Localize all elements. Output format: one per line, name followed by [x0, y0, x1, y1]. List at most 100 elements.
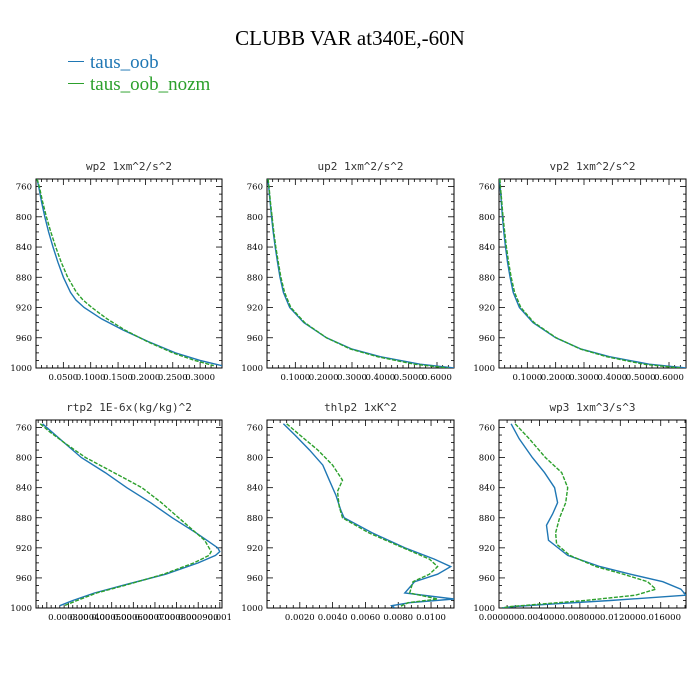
series-line-taus-oob-nozm	[499, 179, 681, 368]
x-tick-label: 0.000300	[48, 613, 89, 623]
legend-label: taus_oob	[90, 52, 159, 73]
y-tick-label: 880	[247, 514, 263, 524]
x-tick-label: 0.004000	[519, 613, 560, 623]
y-tick-label: 920	[247, 304, 263, 314]
x-tick-label: 0.0080	[383, 613, 413, 623]
y-tick-label: 840	[247, 484, 263, 494]
panel-title: up2 1xm^2/s^2	[317, 160, 403, 173]
y-tick-label: 960	[247, 334, 263, 344]
x-tick-label: 0.2000	[541, 373, 571, 383]
x-tick-label: 0.0060	[351, 613, 381, 623]
x-tick-label: 0.000900	[178, 613, 219, 623]
y-tick-label: 840	[479, 243, 495, 253]
y-tick-label: 960	[16, 574, 32, 584]
y-tick-label: 800	[479, 213, 495, 223]
y-tick-label: 920	[479, 304, 495, 314]
panel-title: thlp2 1xK^2	[324, 401, 397, 414]
legend-entry-taus-oob-nozm: taus_oob_nozm	[68, 74, 210, 96]
x-tick-label: 0.3000	[337, 373, 367, 383]
y-tick-label: 960	[247, 574, 263, 584]
x-tick-label: 0.5000	[626, 373, 656, 383]
y-tick-label: 1000	[241, 604, 263, 614]
y-tick-label: 1000	[473, 364, 495, 374]
y-tick-label: 960	[479, 574, 495, 584]
series-line-taus-oob-nozm	[36, 179, 214, 367]
y-tick-label: 760	[247, 183, 263, 193]
x-tick-label: 0.1500	[103, 373, 133, 383]
plot-frame	[266, 178, 455, 369]
series-line-taus-oob	[499, 179, 686, 368]
y-tick-label: 840	[16, 243, 32, 253]
x-tick-label: 0.5000	[394, 373, 424, 383]
series-line-taus-oob-nozm	[39, 423, 213, 607]
legend-swatch	[68, 61, 84, 63]
x-tick-label: 0.4000	[365, 373, 395, 383]
x-tick-label: 0.6000	[422, 373, 452, 383]
plot-frame	[498, 178, 687, 369]
plot-frame	[35, 178, 223, 369]
y-tick-label: 880	[479, 514, 495, 524]
y-tick-label: 800	[247, 213, 263, 223]
y-tick-label: 760	[479, 183, 495, 193]
x-tick-label: 0.000700	[135, 613, 176, 623]
x-tick-label: 0.4000	[597, 373, 627, 383]
panel-6: wp3 1xm^3/s^3 760 800 840 880 920 960 10000.000…	[473, 401, 687, 623]
x-tick-label: 0.2000	[131, 373, 161, 383]
x-tick-label: 0.6000	[654, 373, 684, 383]
y-tick-label: 760	[16, 183, 32, 193]
y-tick-label: 920	[16, 304, 32, 314]
x-tick-label: 0.0040	[318, 613, 348, 623]
series-line-taus-oob-nozm	[501, 423, 658, 608]
plot-frame	[35, 419, 223, 609]
y-tick-label: 960	[479, 334, 495, 344]
y-tick-label: 800	[247, 454, 263, 464]
legend-label: taus_oob_nozm	[90, 74, 211, 95]
main-title: CLUBB VAR at340E,-60N	[235, 26, 465, 50]
y-tick-label: 760	[16, 424, 32, 434]
legend-entry-taus-oob: taus_oob	[68, 52, 159, 74]
legend-swatch	[68, 83, 84, 85]
plot-frame	[498, 419, 687, 609]
y-tick-label: 1000	[10, 364, 32, 374]
x-tick-label: 0.1000	[512, 373, 542, 383]
y-tick-label: 920	[247, 544, 263, 554]
y-tick-label: 800	[479, 454, 495, 464]
panel-4: rtp2 1E-6x(kg/kg)^2 760 800 840 880 920 960 100…	[10, 401, 232, 623]
panel-title: wp2 1xm^2/s^2	[86, 160, 172, 173]
y-tick-label: 1000	[10, 604, 32, 614]
x-tick-label: 0.000800	[156, 613, 197, 623]
y-tick-label: 760	[247, 424, 263, 434]
y-tick-label: 880	[16, 273, 32, 283]
y-tick-label: 920	[479, 544, 495, 554]
panel-title: wp3 1xm^3/s^3	[549, 401, 635, 414]
y-tick-label: 880	[16, 514, 32, 524]
x-tick-label: 0.008000	[560, 613, 601, 623]
plot-frame	[266, 419, 455, 609]
x-tick-label: 0.000500	[91, 613, 132, 623]
x-tick-label: 0.000600	[113, 613, 154, 623]
y-tick-label: 800	[16, 454, 32, 464]
y-tick-label: 800	[16, 213, 32, 223]
series-line-taus-oob-nozm	[286, 423, 439, 608]
x-tick-label: 0.3000	[185, 373, 215, 383]
x-tick-label: 0.0500	[48, 373, 78, 383]
x-tick-label: 0.1000	[280, 373, 310, 383]
x-tick-label: 0.012000	[600, 613, 641, 623]
y-tick-label: 960	[16, 334, 32, 344]
series-line-taus-oob	[267, 179, 454, 368]
panel-title: vp2 1xm^2/s^2	[549, 160, 635, 173]
x-tick-label: 0.016000	[640, 613, 681, 623]
x-tick-label: 0.000400	[70, 613, 111, 623]
x-tick-label: 0.0100	[416, 613, 446, 623]
series-line-taus-oob	[501, 423, 686, 608]
x-tick-label: 0.1000	[76, 373, 106, 383]
series-line-taus-oob-nozm	[267, 179, 449, 368]
series-line-taus-oob	[282, 423, 454, 608]
x-tick-label: 0.2000	[309, 373, 339, 383]
panel-title: rtp2 1E-6x(kg/kg)^2	[66, 401, 192, 414]
panel-1: wp2 1xm^2/s^2 760 800 840 880 920 960 1000 0.050…	[10, 160, 223, 383]
x-tick-label: 0.0020	[285, 613, 315, 623]
x-tick-label: 0.2500	[158, 373, 188, 383]
